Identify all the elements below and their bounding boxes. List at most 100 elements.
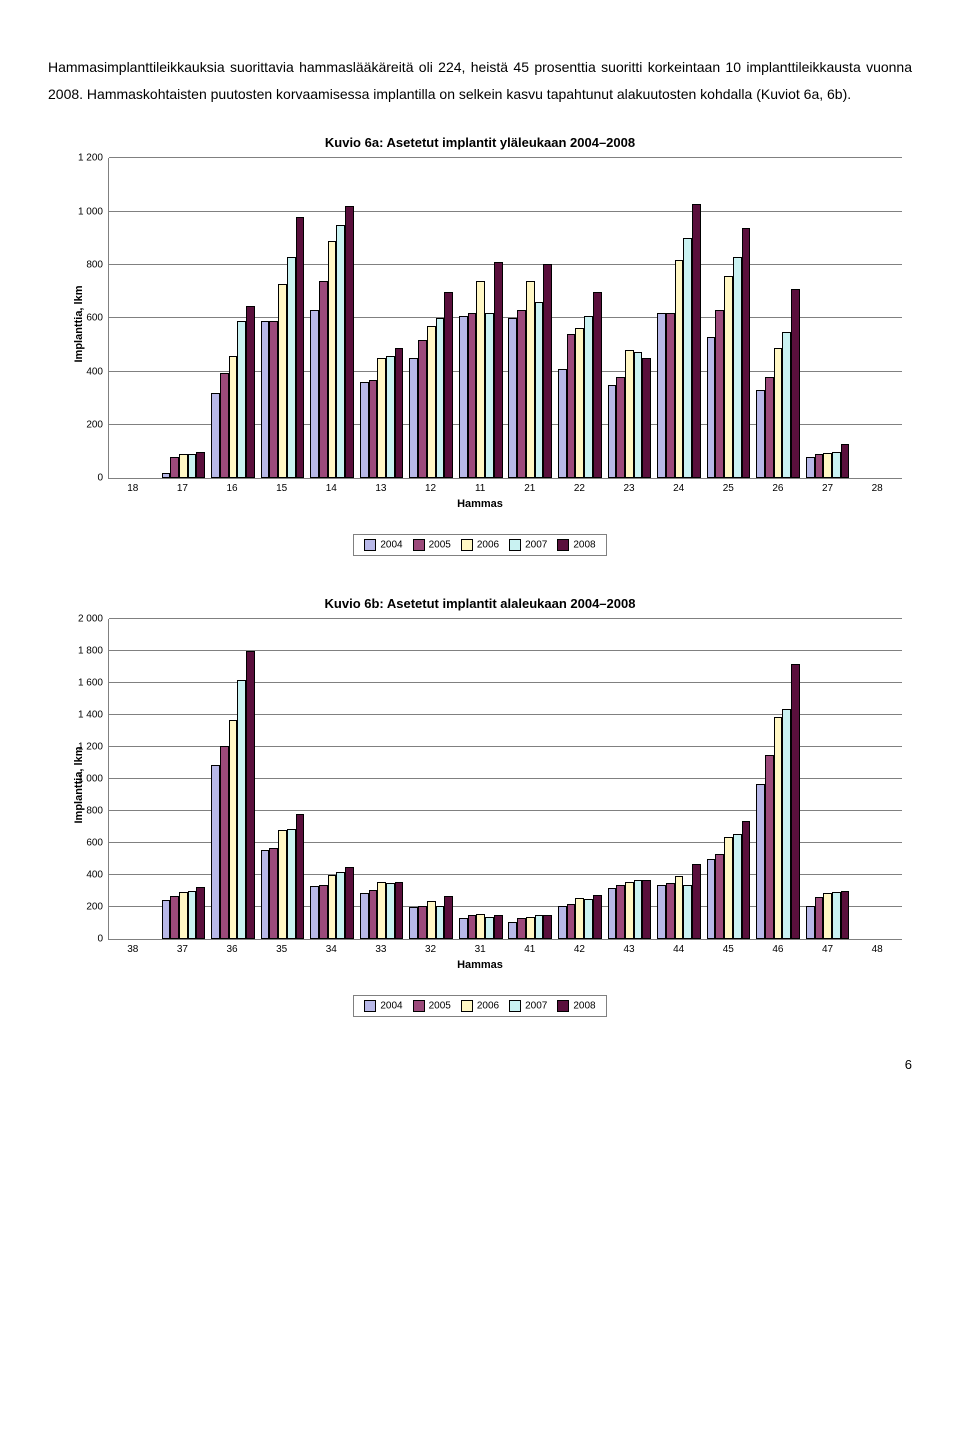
bar <box>336 872 345 939</box>
ytick: 1 200 <box>67 742 103 753</box>
bar <box>246 651 255 939</box>
bar <box>459 918 468 939</box>
bar <box>220 373 229 478</box>
bar-group <box>456 619 506 939</box>
bar <box>756 390 765 478</box>
bar <box>608 888 617 939</box>
bar <box>558 906 567 940</box>
bar <box>319 885 328 939</box>
chart-b-xaxis: 38373635343332314142434445464748 <box>108 940 902 955</box>
bar <box>459 316 468 479</box>
bar <box>427 326 436 478</box>
chart-b-legend: 20042005200620072008 <box>353 995 606 1017</box>
bar <box>345 867 354 939</box>
bar <box>296 814 305 939</box>
bar-group <box>605 619 655 939</box>
bar <box>707 859 716 939</box>
bar <box>211 765 220 939</box>
bar <box>841 444 850 479</box>
bar-groups <box>109 158 902 478</box>
bar <box>179 892 188 939</box>
ytick: 1 800 <box>67 646 103 657</box>
bar <box>517 310 526 478</box>
bar-group <box>357 158 407 478</box>
ytick: 200 <box>67 902 103 913</box>
bar <box>543 915 552 939</box>
bar <box>377 358 386 478</box>
bar-group <box>852 158 902 478</box>
bar <box>526 917 535 939</box>
bar <box>278 284 287 479</box>
bar <box>409 907 418 939</box>
bar-group <box>704 619 754 939</box>
xtick: 43 <box>604 940 654 955</box>
bar <box>832 892 841 939</box>
bar <box>675 876 684 939</box>
bar <box>823 893 832 939</box>
bar <box>584 899 593 939</box>
page-number: 6 <box>48 1057 912 1072</box>
bar <box>328 875 337 939</box>
bar <box>444 896 453 939</box>
bar <box>162 900 171 939</box>
bar <box>517 918 526 939</box>
ytick: 1 600 <box>67 678 103 689</box>
bar-group <box>654 158 704 478</box>
bar <box>246 306 255 478</box>
bar-group <box>852 619 902 939</box>
ytick: 0 <box>67 473 103 484</box>
bar <box>634 880 643 939</box>
bar <box>188 891 197 939</box>
bar <box>642 880 651 939</box>
bar <box>220 746 229 940</box>
bar <box>625 350 634 478</box>
bar <box>508 922 517 940</box>
xtick: 41 <box>505 940 555 955</box>
bar <box>468 313 477 478</box>
bar <box>765 755 774 939</box>
bar-group <box>704 158 754 478</box>
bar <box>575 898 584 940</box>
bar-group <box>357 619 407 939</box>
xtick: 12 <box>406 479 456 494</box>
ytick: 400 <box>67 870 103 881</box>
bar <box>360 382 369 478</box>
bar <box>791 664 800 939</box>
bar <box>666 883 675 939</box>
xtick: 27 <box>803 479 853 494</box>
xtick: 21 <box>505 479 555 494</box>
bar <box>616 377 625 478</box>
bar-group <box>506 619 556 939</box>
xtick: 18 <box>108 479 158 494</box>
legend-swatch <box>364 1000 376 1012</box>
bar <box>328 241 337 478</box>
bar-group <box>654 619 704 939</box>
chart-a-legend: 20042005200620072008 <box>353 534 606 556</box>
chart-a: Kuvio 6a: Asetetut implantit yläleukaan … <box>48 135 912 556</box>
chart-b-plot: Implanttia, lkm 02004006008001 0001 2001… <box>108 619 902 940</box>
chart-a-title: Kuvio 6a: Asetetut implantit yläleukaan … <box>48 135 912 150</box>
legend-swatch <box>557 539 569 551</box>
xtick: 47 <box>803 940 853 955</box>
bar <box>261 321 270 478</box>
bar <box>237 680 246 939</box>
bar <box>211 393 220 478</box>
bar <box>476 281 485 478</box>
xtick: 24 <box>654 479 704 494</box>
ytick: 200 <box>67 419 103 430</box>
legend-swatch <box>509 539 521 551</box>
xtick: 14 <box>307 479 357 494</box>
bar <box>196 452 205 479</box>
bar <box>377 882 386 939</box>
bar <box>823 453 832 478</box>
xtick: 17 <box>158 479 208 494</box>
bar <box>526 281 535 478</box>
bar-group <box>605 158 655 478</box>
bar <box>642 358 651 478</box>
bar <box>196 887 205 939</box>
bar <box>409 358 418 478</box>
bar <box>634 352 643 479</box>
bar <box>287 257 296 478</box>
bar <box>593 895 602 939</box>
xtick: 44 <box>654 940 704 955</box>
